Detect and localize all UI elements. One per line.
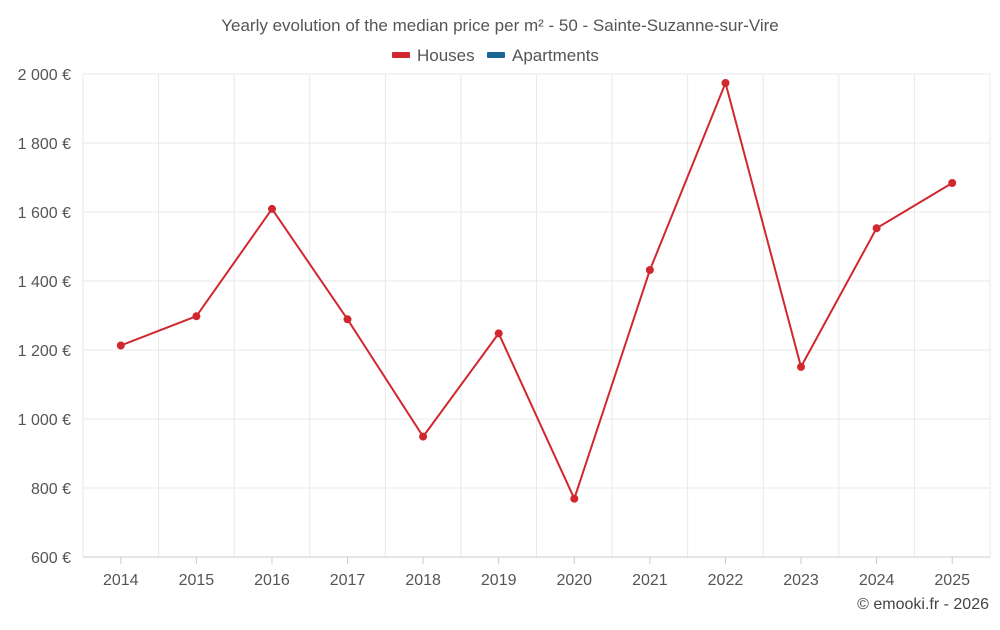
data-point-houses-2016[interactable] bbox=[268, 204, 276, 213]
data-point-houses-2015[interactable] bbox=[192, 312, 201, 321]
y-tick-label: 1 200 € bbox=[18, 343, 71, 360]
x-tick-label: 2015 bbox=[179, 572, 215, 589]
data-point-houses-2018[interactable] bbox=[419, 432, 428, 441]
y-tick-label: 1 000 € bbox=[18, 412, 71, 429]
legend: Houses Apartments bbox=[392, 46, 599, 65]
data-point-houses-2014[interactable] bbox=[116, 341, 125, 350]
axes: 600 € 800 € 1 000 € 1 200 € 1 400 € 1 600 € 1 … bbox=[18, 67, 990, 589]
chart-title: Yearly evolution of the median price per… bbox=[221, 16, 779, 35]
x-tick-label: 2016 bbox=[254, 572, 290, 589]
x-tick-label: 2025 bbox=[934, 572, 970, 589]
series-line-houses bbox=[119, 82, 954, 500]
legend-swatch-apartments[interactable] bbox=[487, 52, 505, 58]
data-point-houses-2022[interactable] bbox=[721, 79, 730, 87]
legend-label-houses[interactable]: Houses bbox=[417, 46, 475, 65]
legend-swatch-houses[interactable] bbox=[392, 52, 410, 58]
x-tick-label: 2023 bbox=[783, 572, 819, 589]
y-tick-label: 600 € bbox=[31, 550, 71, 567]
y-tick-label: 1 600 € bbox=[18, 205, 71, 222]
data-point-houses-2020[interactable] bbox=[570, 494, 579, 503]
credit-text: © emooki.fr - 2026 bbox=[857, 596, 989, 613]
x-tick-label: 2020 bbox=[556, 572, 592, 589]
x-tick-label: 2019 bbox=[481, 572, 517, 589]
grid bbox=[82, 73, 991, 557]
x-tick-label: 2017 bbox=[330, 572, 366, 589]
x-tick-label: 2021 bbox=[632, 572, 668, 589]
data-point-houses-2021[interactable] bbox=[645, 266, 654, 274]
y-tick-label: 1 400 € bbox=[18, 274, 71, 291]
series bbox=[116, 79, 957, 503]
data-point-houses-2019[interactable] bbox=[494, 329, 503, 338]
x-tick-label: 2024 bbox=[859, 572, 895, 589]
data-point-houses-2025[interactable] bbox=[948, 179, 957, 187]
x-tick-label: 2018 bbox=[405, 572, 441, 589]
x-tick-label: 2022 bbox=[708, 572, 744, 589]
y-tick-label: 800 € bbox=[31, 481, 71, 498]
data-point-houses-2023[interactable] bbox=[797, 362, 805, 371]
y-tick-label: 2 000 € bbox=[18, 67, 71, 84]
y-tick-label: 1 800 € bbox=[18, 136, 71, 153]
legend-label-apartments[interactable]: Apartments bbox=[512, 46, 599, 65]
x-tick-label: 2014 bbox=[103, 572, 139, 589]
data-point-houses-2017[interactable] bbox=[343, 315, 352, 324]
data-point-houses-2024[interactable] bbox=[872, 224, 881, 233]
